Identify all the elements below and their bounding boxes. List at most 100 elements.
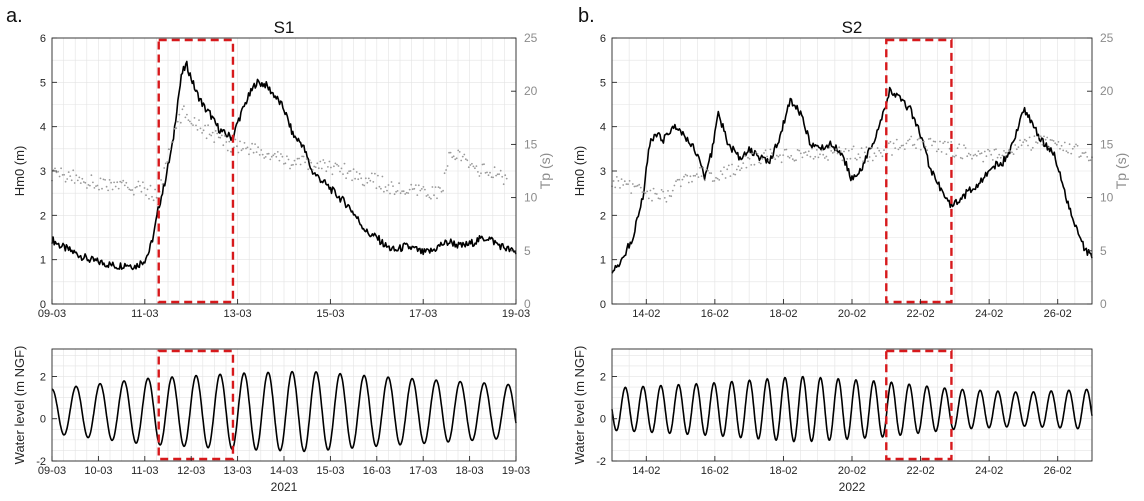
tp-point [1027,144,1029,147]
tp-point [903,148,906,151]
tp-point [753,163,756,166]
tp-point [61,174,64,176]
tp-point [199,127,202,130]
tp-point [931,144,933,147]
tp-point [895,138,898,141]
y-tick-label: 2 [600,210,606,222]
x-tick-label: 09-03 [38,308,66,320]
tp-point [1078,156,1081,158]
tp-point [311,169,314,171]
tp-point [340,167,343,170]
tp-point [471,162,473,165]
x-tick-label: 14-02 [632,308,660,320]
tp-point [873,152,876,155]
tp-point [1014,144,1017,146]
tp-point [251,142,254,145]
x-tick-label: 17-03 [409,465,437,477]
tp-point [622,184,625,186]
tp-point [375,187,378,190]
tp-point [665,200,668,203]
tp-point [967,152,970,155]
tp-point [902,144,905,147]
tp-point [399,192,402,195]
tp-point [780,161,783,164]
tp-point [283,163,285,165]
tp-point [686,174,689,177]
y-axis-label: Hm0 (m) [572,146,587,197]
series-line-hm0 [51,60,517,271]
x-caption: 2022 [839,480,866,494]
tp-point [192,124,194,126]
tp-point [923,140,925,143]
tp-point [134,186,137,189]
tp-point [828,146,831,149]
tp-point [1084,151,1087,154]
tp-point [173,127,176,130]
tp-point [1054,142,1057,145]
tp-point [1060,144,1063,147]
tp-point [1068,143,1071,146]
tp-point [799,152,802,155]
tp-point [1051,139,1053,142]
tp-point [387,184,390,186]
tp-point [216,132,219,135]
tp-point [750,164,753,166]
tp-point [683,175,685,178]
tp-point [281,155,284,158]
tp-point [263,157,266,159]
tp-point [492,176,494,179]
tp-point [193,117,196,119]
tp-point [208,133,211,136]
tp-point [451,156,454,159]
tp-point [964,147,967,149]
tp-point [910,135,913,138]
panel-S2_bottom: 14-02 16-02 18-02 20-02 22-02 24-02 26-02 -2 0 2 W… [572,346,1093,494]
tp-point [257,146,259,149]
tp-point [428,196,431,199]
y-tick-label: 5 [40,77,46,89]
tp-point [996,156,999,159]
tp-point [1001,154,1004,157]
tp-point [184,116,187,119]
tp-point [325,170,328,173]
y-tick-label: 0 [600,414,606,426]
tp-point [1006,151,1009,154]
tp-point [782,154,785,157]
tp-point [796,149,799,151]
tp-point [236,145,238,148]
tp-point [137,180,140,183]
tp-point [266,153,269,155]
tp-point [339,170,341,173]
tp-point [75,174,78,177]
tp-point [402,190,405,193]
tp-point [719,170,722,173]
highlight-box [885,349,953,461]
tp-point [775,154,778,157]
tp-point [198,119,200,121]
tp-point [151,195,153,198]
tp-point [289,167,291,170]
tp-point [956,147,959,150]
series-dots-tp [611,135,1093,203]
tp-point [143,187,146,189]
tp-point [1052,140,1055,142]
tp-point [237,151,240,154]
tp-point [934,140,937,143]
tp-point [659,197,661,200]
tp-point [222,144,225,147]
tp-point [948,147,951,150]
tp-point [172,140,175,143]
tp-point [687,181,690,184]
tp-point [926,149,929,152]
tp-point [631,183,634,185]
tp-point [377,174,379,177]
tp-point [1043,135,1045,138]
y-tick-label: 2 [600,371,606,383]
tp-point [737,165,740,168]
tp-point [499,169,502,172]
tp-point [475,165,478,168]
y2-tick-label: 5 [1100,244,1107,258]
tp-point [982,160,985,163]
tp-point [440,190,443,193]
